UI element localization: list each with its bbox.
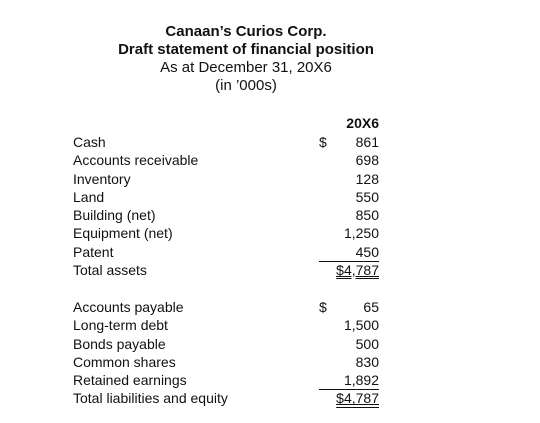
row-amount: 1,892 xyxy=(319,371,379,391)
liab-row-long-term-debt: Long-term debt 1,500 xyxy=(73,316,383,334)
currency-symbol: $ xyxy=(319,134,327,150)
row-amount: 450 xyxy=(319,243,379,262)
row-value: 128 xyxy=(355,170,379,187)
asset-row-inventory: Inventory 128 xyxy=(73,170,383,188)
asset-row-patent: Patent 450 xyxy=(73,243,383,262)
liab-row-total: Total liabilities and equity $4,787 xyxy=(73,389,383,407)
row-value: 1,892 xyxy=(343,372,379,389)
row-label: Land xyxy=(73,188,105,205)
year-column-header: 20X6 xyxy=(346,115,379,131)
asset-row-accounts-receivable: Accounts receivable 698 xyxy=(73,151,383,169)
row-amount: 698 xyxy=(319,151,379,169)
row-label: Common shares xyxy=(73,353,176,370)
row-amount: $ 65 xyxy=(319,298,379,316)
liab-row-bonds-payable: Bonds payable 500 xyxy=(73,335,383,353)
liab-row-common-shares: Common shares 830 xyxy=(73,353,383,371)
row-label: Retained earnings xyxy=(73,372,187,389)
row-label: Accounts receivable xyxy=(73,152,199,169)
statement-title: Draft statement of financial position xyxy=(118,41,374,58)
row-amount: 1,500 xyxy=(319,316,379,334)
row-value: 65 xyxy=(363,299,379,315)
row-amount: 1,250 xyxy=(319,224,379,242)
row-label: Cash xyxy=(73,134,106,150)
row-amount: 850 xyxy=(319,206,379,224)
row-amount: $4,787 xyxy=(319,389,379,407)
row-amount: 128 xyxy=(319,170,379,188)
row-value: 1,500 xyxy=(343,317,379,334)
asset-row-building: Building (net) 850 xyxy=(73,206,383,224)
row-label: Total liabilities and equity xyxy=(73,390,228,407)
row-value: 1,250 xyxy=(343,225,379,242)
row-amount: 550 xyxy=(319,188,379,206)
row-value: 550 xyxy=(355,188,379,205)
row-amount: $4,787 xyxy=(319,261,379,279)
row-amount: 500 xyxy=(319,335,379,353)
company-name: Canaan’s Curios Corp. xyxy=(165,23,327,40)
row-value: 698 xyxy=(355,152,379,169)
statement-date: As at December 31, 20X6 xyxy=(160,59,332,76)
row-label: Accounts payable xyxy=(73,299,184,315)
row-value: 861 xyxy=(355,134,379,150)
row-label: Total assets xyxy=(73,262,147,279)
liab-row-retained-earnings: Retained earnings 1,892 xyxy=(73,371,383,391)
assets-section: Cash $ 861 Accounts receivable 698 Inven… xyxy=(73,133,383,279)
row-label: Equipment (net) xyxy=(73,225,173,242)
asset-row-equipment: Equipment (net) 1,250 xyxy=(73,224,383,242)
row-value: 450 xyxy=(355,243,379,260)
row-amount: $ 861 xyxy=(319,133,379,151)
row-label: Building (net) xyxy=(73,207,156,224)
row-value: 500 xyxy=(355,335,379,352)
row-label: Patent xyxy=(73,243,114,260)
asset-row-cash: Cash $ 861 xyxy=(73,133,383,151)
liabilities-equity-section: Accounts payable $ 65 Long-term debt 1,5… xyxy=(73,298,383,408)
row-label: Bonds payable xyxy=(73,335,166,352)
total-assets-value: $4,787 xyxy=(336,262,379,279)
row-value: 850 xyxy=(355,207,379,224)
currency-symbol: $ xyxy=(319,299,327,315)
row-amount: 830 xyxy=(319,353,379,371)
asset-row-total: Total assets $4,787 xyxy=(73,261,383,279)
statement-units: (in ’000s) xyxy=(215,77,277,94)
row-label: Inventory xyxy=(73,170,131,187)
row-label: Long-term debt xyxy=(73,317,168,334)
total-liabilities-equity-value: $4,787 xyxy=(336,390,379,407)
row-value: 830 xyxy=(355,353,379,370)
liab-row-accounts-payable: Accounts payable $ 65 xyxy=(73,298,383,316)
asset-row-land: Land 550 xyxy=(73,188,383,206)
